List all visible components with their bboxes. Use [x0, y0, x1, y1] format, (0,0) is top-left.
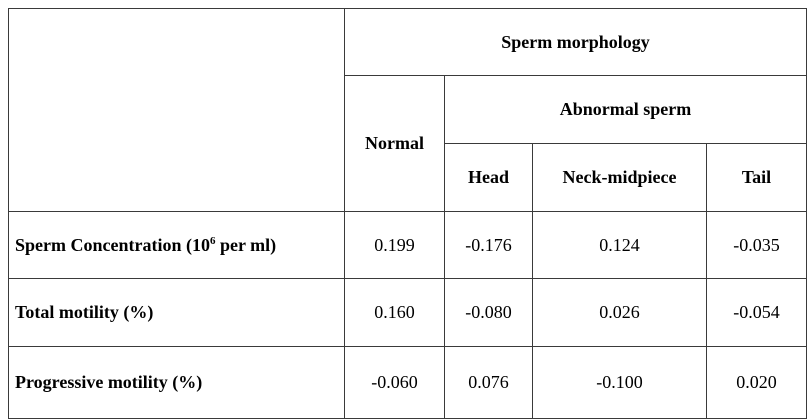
cell-head: -0.176 [445, 212, 533, 279]
cell-head: 0.076 [445, 347, 533, 419]
cell-neck-midpiece: 0.026 [533, 279, 707, 347]
cell-tail: -0.054 [707, 279, 807, 347]
cell-head: -0.080 [445, 279, 533, 347]
head-header: Head [445, 144, 533, 212]
cell-normal: -0.060 [345, 347, 445, 419]
cell-tail: -0.035 [707, 212, 807, 279]
tail-header: Tail [707, 144, 807, 212]
table-row: Total motility (%) 0.160 -0.080 0.026 -0… [9, 279, 807, 347]
neck-midpiece-header: Neck-midpiece [533, 144, 707, 212]
table-row: Progressive motility (%) -0.060 0.076 -0… [9, 347, 807, 419]
abnormal-sperm-header: Abnormal sperm [445, 76, 807, 144]
row-label-unit: per ml) [215, 235, 276, 255]
corner-cell [9, 9, 345, 212]
cell-neck-midpiece: -0.100 [533, 347, 707, 419]
normal-header: Normal [345, 76, 445, 212]
row-label-total-motility: Total motility (%) [9, 279, 345, 347]
cell-neck-midpiece: 0.124 [533, 212, 707, 279]
row-label-progressive-motility: Progressive motility (%) [9, 347, 345, 419]
table-row: Sperm Concentration (106 per ml) 0.199 -… [9, 212, 807, 279]
cell-normal: 0.199 [345, 212, 445, 279]
correlation-table: Sperm morphology Normal Abnormal sperm H… [8, 8, 807, 419]
cell-normal: 0.160 [345, 279, 445, 347]
row-label-sperm-concentration: Sperm Concentration (106 per ml) [9, 212, 345, 279]
cell-tail: 0.020 [707, 347, 807, 419]
sperm-morphology-header: Sperm morphology [345, 9, 807, 76]
row-label-text: Sperm Concentration (10 [15, 235, 210, 255]
